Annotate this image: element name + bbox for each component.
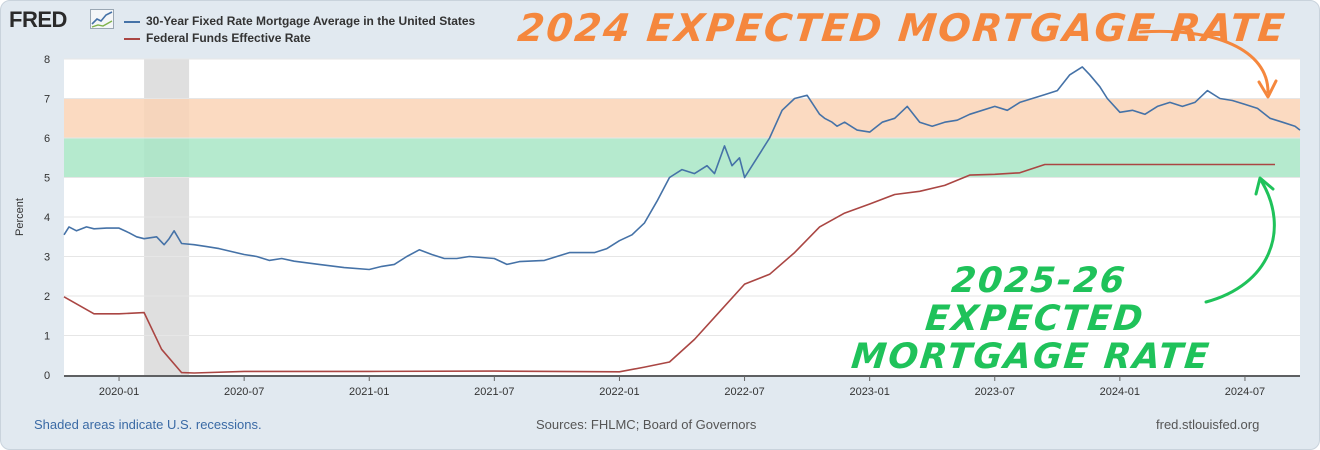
y-tick-label: 8	[44, 54, 50, 66]
x-tick-label: 2021-01	[349, 386, 389, 398]
site-link[interactable]: fred.stlouisfed.org	[1156, 417, 1260, 432]
legend-label-mortgage: 30-Year Fixed Rate Mortgage Average in t…	[146, 14, 476, 28]
y-tick-label: 6	[44, 133, 50, 145]
y-tick-label: 3	[44, 252, 50, 264]
orange-arrow	[1138, 29, 1270, 94]
x-tick-label: 2021-07	[474, 386, 514, 398]
orange-arrowhead	[1257, 79, 1278, 99]
y-tick-label: 5	[44, 173, 50, 185]
sources-text: Sources: FHLMC; Board of Governors	[536, 417, 757, 432]
series-line-mortgage	[63, 66, 1301, 271]
legend-swatch-mortgage	[124, 20, 140, 23]
x-tick-label: 2022-07	[724, 386, 764, 398]
y-tick-label: 4	[44, 212, 50, 224]
y-axis-label: Percent	[14, 198, 26, 236]
legend-item-fedfunds[interactable]: Federal Funds Effective Rate	[124, 30, 475, 47]
green-arrow	[1204, 180, 1276, 304]
legend: 30-Year Fixed Rate Mortgage Average in t…	[124, 13, 475, 47]
y-tick-label: 1	[44, 331, 50, 343]
expected-band-0	[64, 98, 1300, 138]
x-tick-label: 2024-01	[1100, 386, 1140, 398]
expected-band-1	[64, 138, 1300, 178]
x-tick-label: 2020-07	[224, 386, 264, 398]
legend-label-fedfunds: Federal Funds Effective Rate	[146, 31, 311, 45]
annotation-2025-26-expected: 2025-26 Expected Mortgage Rate	[849, 261, 1213, 377]
y-tick-label: 7	[44, 94, 50, 106]
y-tick-label: 0	[44, 370, 50, 382]
legend-item-mortgage[interactable]: 30-Year Fixed Rate Mortgage Average in t…	[124, 13, 475, 30]
x-tick-label: 2024-07	[1225, 386, 1265, 398]
legend-swatch-fedfunds	[124, 37, 140, 40]
x-tick-label: 2023-07	[975, 386, 1015, 398]
fred-logo[interactable]: FRED	[9, 7, 67, 32]
x-tick-label: 2023-01	[849, 386, 889, 398]
x-tick-label: 2022-01	[599, 386, 639, 398]
x-tick-label: 2020-01	[99, 386, 139, 398]
y-tick-label: 2	[44, 291, 50, 303]
series-line-fedfunds	[63, 163, 1275, 374]
recession-note: Shaded areas indicate U.S. recessions.	[34, 417, 262, 432]
green-arrowhead	[1254, 176, 1275, 196]
chart-logo-icon	[90, 9, 114, 29]
annotation-2024-expected: 2024 Expected Mortgage Rate	[515, 6, 1289, 50]
